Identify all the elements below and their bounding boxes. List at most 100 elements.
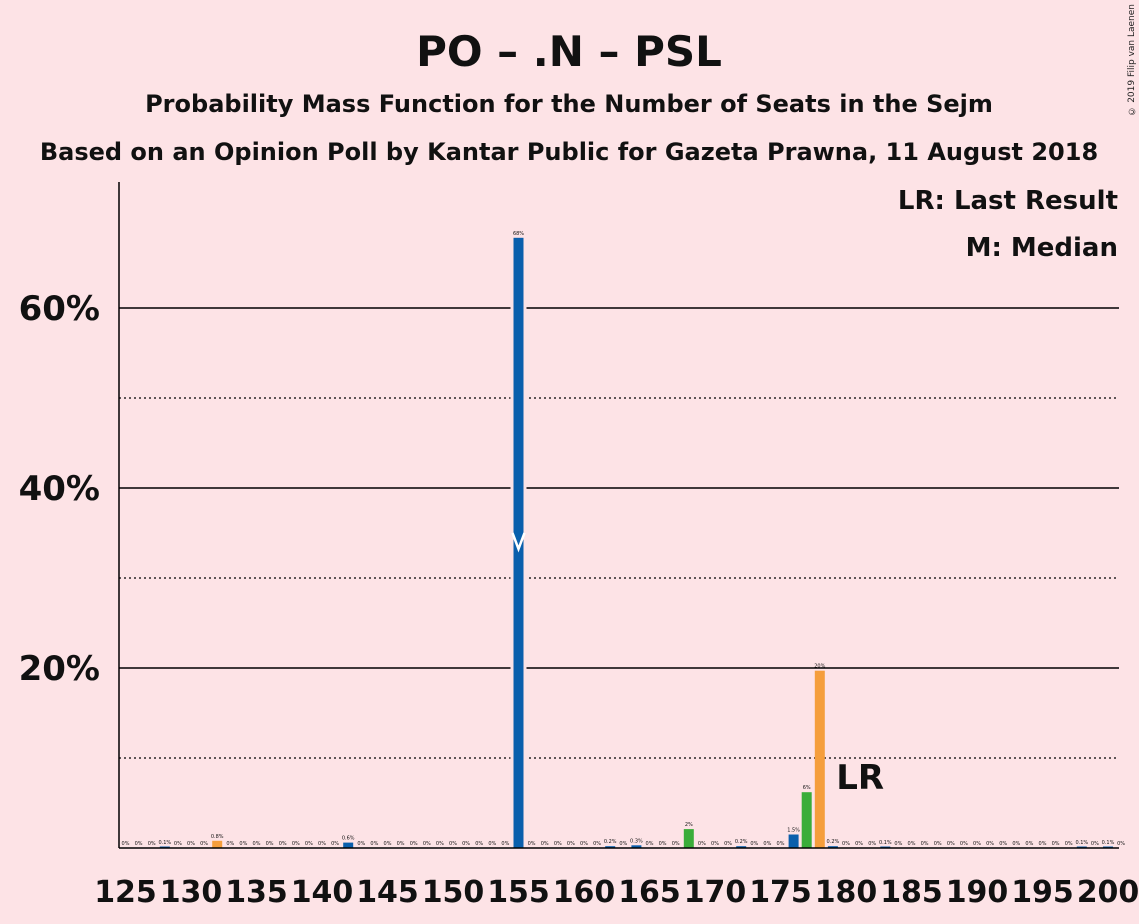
bar-value-label: 0% [908,841,916,847]
bar-value-labels: 0% 0% 0% 0.1% 0% 0% 0%0.8%0% 0% 0% 0% 0% 0% 0% 0% 0%0.… [122,231,1126,847]
bar-value-label: 0% [292,841,300,847]
bar-value-label: 0% [253,841,261,847]
bar-value-label: 0% [894,841,902,847]
bar-seat-155 [513,237,524,849]
bar-value-label: 0% [501,841,509,847]
bar-value-label: 0% [475,841,483,847]
x-tick-label: 165 [618,875,681,910]
bar-value-label: 0% [397,841,405,847]
bar-value-label: 2% [685,822,693,828]
bar-value-label: 0% [239,841,247,847]
bar-seat-168 [683,829,694,848]
x-tick-label: 170 [684,875,747,910]
chart-subtitle: Probability Mass Function for the Number… [145,90,993,118]
bar-value-label: 0% [777,841,785,847]
x-tick-label: 185 [880,875,943,910]
bar-value-label: 0.3% [630,838,643,844]
x-tick-label: 150 [422,875,485,910]
bar-value-label: 0% [305,841,313,847]
bar-value-label: 0% [554,841,562,847]
bar-value-label: 0% [947,841,955,847]
y-tick-label: 60% [19,289,100,329]
bar-value-label: 0% [763,841,771,847]
bar-value-label: 0% [1052,841,1060,847]
bar-value-label: 0.2% [735,839,748,845]
bar-seat-176 [788,834,799,848]
bar-value-label: 0% [842,841,850,847]
bar-value-label: 0% [724,841,732,847]
chart-subtitle-source: Based on an Opinion Poll by Kantar Publi… [40,138,1098,166]
bar-value-label: 0% [986,841,994,847]
bar-value-label: 0% [462,841,470,847]
bar-value-label: 0.1% [1102,840,1115,846]
bar-value-label: 0% [1117,841,1125,847]
bar-value-label: 0% [1091,841,1099,847]
x-tick-label: 130 [160,875,223,910]
bar-value-label: 0% [868,841,876,847]
bar-value-label: 6% [803,785,811,791]
bar-value-label: 0% [750,841,758,847]
legend-last-result: LR: Last Result [898,186,1118,216]
bar-value-label: 0% [357,841,365,847]
bar-value-label: 0% [619,841,627,847]
x-tick-label: 160 [553,875,616,910]
bar-value-label: 0% [960,841,968,847]
bar-value-label: 0% [646,841,654,847]
bar-value-label: 0.1% [1075,840,1088,846]
bar-value-label: 0% [410,841,418,847]
bar-value-label: 0% [580,841,588,847]
bar-value-label: 0% [331,841,339,847]
x-tick-label: 175 [749,875,812,910]
bar-value-label: 0% [449,841,457,847]
bar-seat-177 [801,792,812,848]
bar-value-label: 0.8% [211,834,224,840]
bar-value-label: 0% [1012,841,1020,847]
x-tick-label: 145 [356,875,419,910]
bar-value-label: 0% [436,841,444,847]
bar-value-label: 0% [1039,841,1047,847]
bar-value-label: 0% [1065,841,1073,847]
bar-seat-164 [631,845,642,848]
bar-value-label: 0% [226,841,234,847]
bar-value-label: 0.2% [604,839,617,845]
x-tick-label: 125 [94,875,157,910]
bar-value-label: 0% [384,841,392,847]
bar-value-label: 0% [488,841,496,847]
bar-value-label: 0% [973,841,981,847]
x-tick-label: 180 [815,875,878,910]
bar-value-label: 0% [711,841,719,847]
bar-value-label: 0.1% [879,840,892,846]
x-tick-label: 155 [487,875,550,910]
bar-seat-162 [605,846,616,848]
bar-value-label: 0% [174,841,182,847]
x-tick-label: 140 [291,875,354,910]
x-tick-label: 200 [1077,875,1139,910]
bar-value-label: 0% [148,841,156,847]
bar-value-label: 0% [921,841,929,847]
y-axis-labels: 20% 40% 60% [19,289,100,689]
last-result-marker: LR [836,758,884,798]
x-axis-labels: 125 130 135 140 145 150 155 160 165 170 175 180 185 1… [94,875,1139,910]
bar-value-label: 0% [855,841,863,847]
bar-value-label: 0% [541,841,549,847]
bars [159,237,1113,849]
bar-value-label: 0% [370,841,378,847]
bar-value-label: 0% [528,841,536,847]
x-tick-label: 135 [225,875,288,910]
x-tick-label: 190 [946,875,1009,910]
y-tick-label: 20% [19,649,100,689]
y-tick-label: 40% [19,469,100,509]
legend-median: M: Median [966,233,1118,263]
bar-value-label: 0.6% [342,836,355,842]
bar-value-label: 0% [567,841,575,847]
x-tick-label: 195 [1011,875,1074,910]
bar-value-label: 0% [135,841,143,847]
bar-value-label: 0% [934,841,942,847]
bar-seat-178 [814,670,825,848]
bar-value-label: 0% [266,841,274,847]
bar-value-label: 0% [423,841,431,847]
bar-value-label: 1.5% [787,828,800,834]
bar-value-label: 0% [659,841,667,847]
bar-seat-142 [343,842,354,848]
